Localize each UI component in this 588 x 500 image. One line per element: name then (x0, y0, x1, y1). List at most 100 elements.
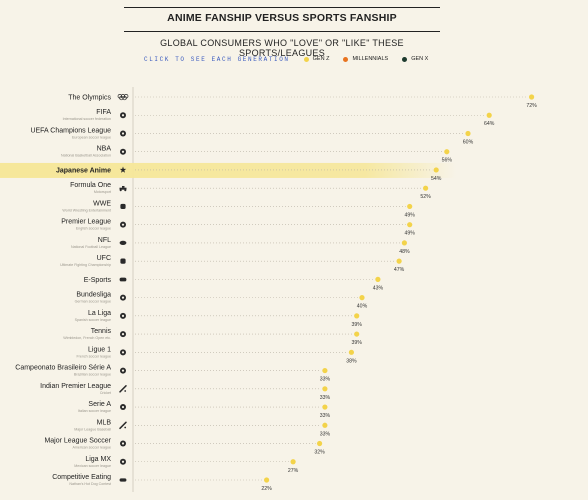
category-sublabel: International soccer federation (63, 117, 111, 121)
category-label: UEFA Champions League (30, 127, 111, 134)
soccer-ball-icon (120, 221, 126, 228)
data-point (354, 313, 360, 319)
soccer-ball-icon (120, 349, 126, 356)
value-label: 22% (261, 486, 272, 492)
category-label: Tennis (91, 328, 112, 335)
legend-item-gen-x[interactable]: GEN X (402, 56, 428, 62)
value-label: 56% (442, 158, 453, 164)
value-label: 52% (420, 194, 431, 200)
football-icon (119, 240, 127, 246)
legend-item-gen-z[interactable]: GEN Z (303, 56, 330, 62)
data-point (486, 112, 492, 118)
category-sublabel: Motorsport (94, 190, 111, 194)
generation-toggle-link[interactable]: CLICK TO SEE EACH GENERATION (144, 55, 290, 63)
value-label: 60% (463, 139, 474, 145)
value-label: 49% (405, 231, 416, 237)
value-label: 33% (320, 377, 331, 383)
category-sublabel: Mexican soccer league (74, 464, 111, 468)
value-label: 40% (357, 304, 368, 310)
legend-label: GEN X (411, 56, 429, 62)
category-sublabel: Major League Baseball (74, 427, 111, 431)
data-point (465, 130, 471, 137)
basketball-icon (120, 148, 126, 155)
legend-bar: CLICK TO SEE EACH GENERATION GEN Z MILLE… (144, 54, 428, 64)
category-label: Campeonato Brasileiro Série A (15, 365, 111, 372)
category-label: La Liga (88, 310, 111, 317)
gen-z-dot-icon (303, 56, 309, 62)
category-label: Bundesliga (76, 292, 111, 299)
data-point (396, 258, 402, 264)
category-label: Serie A (88, 401, 111, 408)
star-icon (119, 166, 127, 173)
soccer-ball-icon (120, 130, 126, 137)
category-sublabel: German soccer league (75, 300, 111, 304)
value-label: 27% (288, 468, 299, 474)
data-point (348, 349, 354, 355)
category-sublabel: Italian soccer league (78, 409, 111, 413)
tennis-ball-icon (120, 331, 126, 338)
category-label: WWE (93, 200, 111, 207)
category-label: Indian Premier League (40, 383, 111, 390)
wrestling-icon (120, 203, 126, 210)
category-label: Ligue 1 (88, 346, 111, 353)
category-sublabel: Cricket (100, 391, 111, 395)
value-label: 33% (320, 413, 331, 419)
soccer-ball-icon (120, 112, 126, 119)
category-sublabel: Wimbledon, French Open etc. (63, 336, 111, 340)
category-sublabel: French soccer league (76, 354, 111, 358)
legend-label: MILLENNIALS (352, 56, 389, 62)
data-point (401, 240, 407, 246)
soccer-ball-icon (120, 440, 126, 447)
category-label: MLB (97, 419, 112, 426)
value-label: 39% (352, 322, 363, 328)
race-car-icon (119, 185, 127, 192)
value-label: 47% (394, 267, 405, 273)
category-label: Premier League (61, 219, 111, 226)
millennials-dot-icon (343, 56, 349, 62)
data-point (444, 149, 450, 155)
value-label: 38% (346, 358, 357, 364)
value-label: 54% (431, 176, 442, 182)
glove-icon (120, 258, 126, 264)
soccer-ball-icon (120, 367, 126, 374)
data-point (433, 167, 439, 173)
value-label: 64% (484, 121, 495, 127)
value-label: 33% (320, 431, 331, 437)
category-label: NFL (98, 237, 111, 244)
category-sublabel: American soccer league (72, 446, 111, 450)
data-point (407, 203, 413, 210)
gen-x-dot-icon (402, 56, 408, 62)
category-sublabel: Spanish soccer league (75, 318, 111, 322)
category-label: Liga MX (85, 456, 111, 463)
hot-dog-icon (119, 478, 127, 482)
category-label: Competitive Eating (52, 474, 111, 481)
data-point (322, 422, 328, 428)
value-label: 39% (352, 340, 363, 346)
legend-item-millennials[interactable]: MILLENNIALS (343, 56, 388, 62)
category-label: NBA (97, 146, 112, 153)
category-sublabel: National Football League (71, 245, 111, 249)
controller-icon (119, 277, 127, 282)
olympic-rings-icon (117, 94, 129, 101)
category-label: FIFA (96, 109, 111, 116)
data-point (264, 477, 270, 483)
category-label: UFC (97, 255, 111, 262)
data-point (375, 276, 381, 282)
value-label: 43% (373, 285, 384, 291)
title-rule-top (124, 7, 440, 8)
highlight-band (0, 162, 457, 178)
soccer-ball-icon (120, 312, 126, 319)
data-point (354, 331, 360, 337)
category-label: The Olympics (68, 95, 111, 102)
category-label: Major League Soccer (44, 438, 111, 445)
value-label: 72% (526, 103, 537, 109)
category-label: Formula One (70, 182, 111, 189)
data-point (290, 459, 296, 465)
category-sublabel: Brazilian soccer league (74, 373, 111, 377)
legend-label: GEN Z (312, 56, 330, 62)
value-label: 48% (399, 249, 410, 255)
data-point (407, 222, 413, 228)
data-point (529, 94, 535, 100)
soccer-ball-icon (120, 404, 126, 411)
